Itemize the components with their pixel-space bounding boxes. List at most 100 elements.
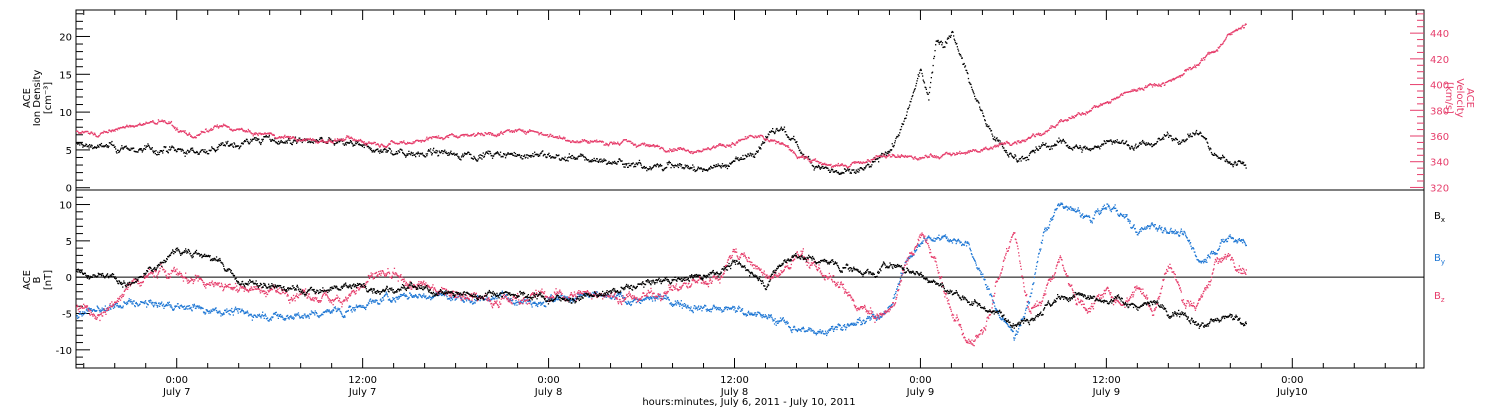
top-right-tick-label: 320 bbox=[1430, 183, 1449, 194]
ion-density-series-point bbox=[574, 159, 575, 160]
ion-density-series-point bbox=[512, 153, 513, 154]
ion-density-series-point bbox=[413, 152, 414, 153]
ion-density-series-point bbox=[184, 152, 185, 153]
velocity-series-point bbox=[448, 137, 449, 138]
ion-density-series-point bbox=[432, 153, 433, 154]
velocity-series-point bbox=[802, 157, 803, 158]
velocity-series-point bbox=[726, 147, 727, 148]
ion-density-series-point bbox=[261, 139, 262, 140]
ion-density-series-point bbox=[932, 72, 933, 73]
velocity-series-point bbox=[467, 134, 468, 135]
velocity-series-point bbox=[1025, 141, 1026, 142]
ion-density-series-point bbox=[750, 153, 751, 154]
velocity-series-point bbox=[524, 131, 525, 132]
velocity-series-point bbox=[90, 133, 91, 134]
velocity-series-point bbox=[511, 130, 512, 131]
by-series-point bbox=[194, 305, 195, 306]
velocity-series-point bbox=[92, 133, 93, 134]
velocity-series-point bbox=[884, 155, 885, 156]
velocity-series-point bbox=[735, 143, 736, 144]
velocity-series-point bbox=[258, 135, 259, 136]
ion-density-series-point bbox=[204, 149, 205, 150]
by-series-point bbox=[260, 317, 261, 318]
velocity-series-point bbox=[1071, 116, 1072, 117]
ion-density-series-point bbox=[444, 151, 445, 152]
velocity-series-point bbox=[688, 150, 689, 151]
velocity-series-point bbox=[959, 151, 960, 152]
ion-density-series-point bbox=[933, 58, 934, 59]
velocity-series-point bbox=[248, 129, 249, 130]
ion-density-series-point bbox=[490, 153, 491, 154]
top-right-tick-label: 400 bbox=[1430, 81, 1449, 92]
velocity-series-point bbox=[851, 164, 852, 165]
velocity-series-point bbox=[473, 133, 474, 134]
by-series-point bbox=[78, 317, 79, 318]
velocity-series-point bbox=[1122, 95, 1123, 96]
velocity-series-point bbox=[161, 121, 162, 122]
ion-density-series-point bbox=[1224, 157, 1225, 158]
ion-density-series-point bbox=[438, 155, 439, 156]
ion-density-series-point bbox=[603, 161, 604, 162]
ion-density-series-point bbox=[955, 42, 956, 43]
ion-density-series-point bbox=[292, 144, 293, 145]
ion-density-series-point bbox=[593, 160, 594, 161]
ion-density-series-point bbox=[564, 159, 565, 160]
by-series-point bbox=[446, 296, 447, 297]
ion-density-series-point bbox=[482, 155, 483, 156]
velocity-series-point bbox=[1057, 124, 1058, 125]
ion-density-series-point bbox=[687, 167, 688, 168]
by-series-point bbox=[370, 298, 371, 299]
ion-density-series-point bbox=[1061, 142, 1062, 143]
ion-density-series-point bbox=[626, 163, 627, 164]
ion-density-series-point bbox=[1084, 146, 1085, 147]
ion-density-series-point bbox=[830, 170, 831, 171]
velocity-series-point bbox=[189, 132, 190, 133]
ion-density-series-point bbox=[258, 139, 259, 140]
ion-density-series-point bbox=[713, 167, 714, 168]
velocity-series-point bbox=[759, 136, 760, 137]
velocity-series-point bbox=[388, 144, 389, 145]
ion-density-series-point bbox=[760, 147, 761, 148]
ion-density-series-point bbox=[693, 166, 694, 167]
velocity-series-point bbox=[1131, 91, 1132, 92]
ion-density-series-point bbox=[1151, 143, 1152, 144]
ion-density-series-point bbox=[702, 171, 703, 172]
ion-density-series-point bbox=[667, 164, 668, 165]
velocity-series-point bbox=[1164, 84, 1165, 85]
ion-density-series-point bbox=[772, 128, 773, 129]
velocity-series-point bbox=[184, 132, 185, 133]
by-series-point bbox=[285, 318, 286, 319]
by-series-point bbox=[96, 310, 97, 311]
ion-density-series-point bbox=[715, 166, 716, 167]
velocity-series-point bbox=[1194, 65, 1195, 66]
ion-density-series-point bbox=[781, 128, 782, 129]
ion-density-series-point bbox=[1006, 150, 1007, 151]
by-series-point bbox=[114, 307, 115, 308]
velocity-series-point bbox=[720, 143, 721, 144]
ion-density-series-point bbox=[1035, 150, 1036, 151]
velocity-series-point bbox=[94, 133, 95, 134]
ion-density-series-point bbox=[1090, 150, 1091, 151]
ion-density-series-point bbox=[931, 77, 932, 78]
by-series-point bbox=[534, 302, 535, 303]
ion-density-series-point bbox=[962, 57, 963, 58]
velocity-series-point bbox=[1230, 34, 1231, 35]
ion-density-series-point bbox=[481, 155, 482, 156]
velocity-series-point bbox=[572, 140, 573, 141]
ion-density-series-point bbox=[744, 158, 745, 159]
velocity-series-point bbox=[354, 139, 355, 140]
velocity-series-point bbox=[204, 132, 205, 133]
ion-density-series-point bbox=[926, 89, 927, 90]
by-series-point bbox=[105, 305, 106, 306]
ion-density-series-point bbox=[731, 163, 732, 164]
ion-density-series-point bbox=[819, 166, 820, 167]
by-series-point bbox=[234, 310, 235, 311]
by-series-point bbox=[309, 318, 310, 319]
by-series-point bbox=[210, 312, 211, 313]
ion-density-series-point bbox=[1195, 132, 1196, 133]
velocity-series-point bbox=[780, 144, 781, 145]
ion-density-series-point bbox=[1189, 135, 1190, 136]
velocity-series-point bbox=[1060, 121, 1061, 122]
ion-density-series-point bbox=[1068, 148, 1069, 149]
ion-density-series-point bbox=[579, 155, 580, 156]
